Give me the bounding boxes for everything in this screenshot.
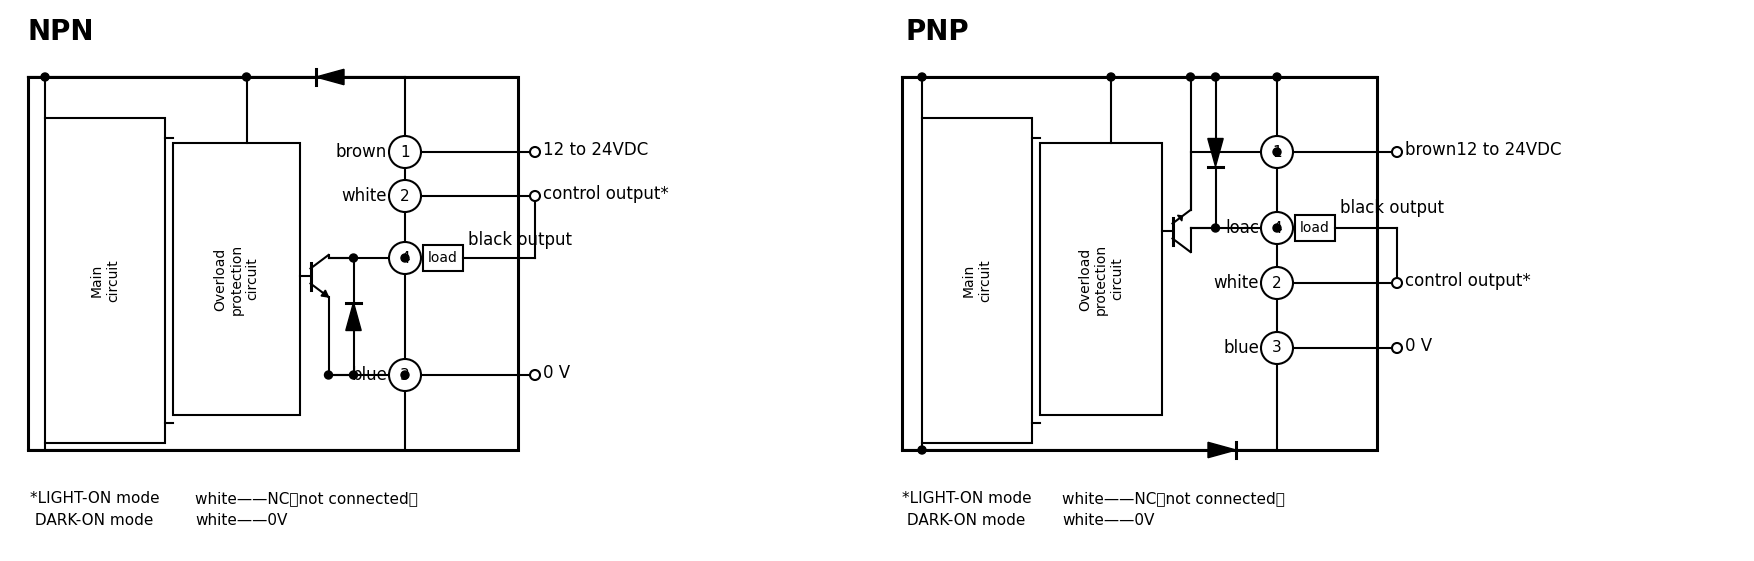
Circle shape xyxy=(917,446,926,454)
Text: 12 to 24VDC: 12 to 24VDC xyxy=(544,141,649,159)
Text: 2: 2 xyxy=(1272,275,1282,291)
Circle shape xyxy=(1212,224,1219,232)
Bar xyxy=(1294,215,1335,241)
Circle shape xyxy=(389,180,421,212)
Circle shape xyxy=(1107,73,1116,81)
Circle shape xyxy=(1261,267,1293,299)
Circle shape xyxy=(1212,73,1219,81)
Bar xyxy=(423,245,463,271)
Text: load: load xyxy=(1300,221,1330,235)
Text: white——0V: white——0V xyxy=(1061,513,1154,528)
Circle shape xyxy=(1273,148,1280,156)
Text: Main
circuit: Main circuit xyxy=(961,259,993,302)
Circle shape xyxy=(1393,147,1401,157)
Circle shape xyxy=(530,370,540,380)
Polygon shape xyxy=(346,302,361,330)
Text: 3: 3 xyxy=(1272,341,1282,356)
Text: brown12 to 24VDC: brown12 to 24VDC xyxy=(1405,141,1561,159)
Circle shape xyxy=(324,371,333,379)
Circle shape xyxy=(389,136,421,168)
Circle shape xyxy=(1261,212,1293,244)
Text: loac: loac xyxy=(1224,219,1259,237)
Polygon shape xyxy=(321,290,328,297)
Circle shape xyxy=(389,242,421,274)
Text: 0 V: 0 V xyxy=(1405,337,1431,355)
Polygon shape xyxy=(1209,442,1237,458)
Text: black output: black output xyxy=(1340,199,1444,217)
Circle shape xyxy=(530,191,540,201)
Bar xyxy=(174,143,300,415)
Circle shape xyxy=(1186,73,1194,81)
Text: white: white xyxy=(342,187,388,205)
Text: brown: brown xyxy=(335,143,388,161)
Text: blue: blue xyxy=(351,366,388,384)
Circle shape xyxy=(1261,136,1293,168)
Text: PNP: PNP xyxy=(905,18,968,46)
Bar xyxy=(28,77,517,450)
Text: black output: black output xyxy=(468,231,572,249)
Circle shape xyxy=(402,371,409,379)
Text: load: load xyxy=(428,251,458,265)
Circle shape xyxy=(40,73,49,81)
Polygon shape xyxy=(1177,215,1182,221)
Text: *LIGHT-ON mode: *LIGHT-ON mode xyxy=(30,491,160,506)
Text: 1: 1 xyxy=(400,145,410,159)
Circle shape xyxy=(242,73,251,81)
Bar xyxy=(46,118,165,443)
Text: NPN: NPN xyxy=(28,18,95,46)
Circle shape xyxy=(530,147,540,157)
Text: white——0V: white——0V xyxy=(195,513,288,528)
Circle shape xyxy=(402,254,409,262)
Circle shape xyxy=(1273,73,1280,81)
Circle shape xyxy=(1393,278,1401,288)
Bar xyxy=(902,77,1377,450)
Bar xyxy=(1040,143,1161,415)
Text: 0 V: 0 V xyxy=(544,364,570,382)
Text: DARK-ON mode: DARK-ON mode xyxy=(902,513,1026,528)
Text: white——NC（not connected）: white——NC（not connected） xyxy=(195,491,417,506)
Text: white——NC（not connected）: white——NC（not connected） xyxy=(1061,491,1286,506)
Text: control output*: control output* xyxy=(1405,272,1531,290)
Text: DARK-ON mode: DARK-ON mode xyxy=(30,513,153,528)
Text: white: white xyxy=(1214,274,1259,292)
Text: Overload
protection
circuit: Overload protection circuit xyxy=(1077,243,1124,315)
Circle shape xyxy=(1273,224,1280,232)
Circle shape xyxy=(389,359,421,391)
Text: 2: 2 xyxy=(400,188,410,204)
Polygon shape xyxy=(1209,139,1223,167)
Circle shape xyxy=(917,73,926,81)
Text: *LIGHT-ON mode: *LIGHT-ON mode xyxy=(902,491,1031,506)
Text: 4: 4 xyxy=(1272,220,1282,236)
Text: Main
circuit: Main circuit xyxy=(89,259,119,302)
Text: 1: 1 xyxy=(1272,145,1282,159)
Circle shape xyxy=(349,254,358,262)
Polygon shape xyxy=(316,70,344,85)
Text: control output*: control output* xyxy=(544,185,668,203)
Text: 3: 3 xyxy=(400,367,410,383)
Bar xyxy=(923,118,1031,443)
Text: Overload
protection
circuit: Overload protection circuit xyxy=(214,243,260,315)
Circle shape xyxy=(1261,332,1293,364)
Text: blue: blue xyxy=(1223,339,1259,357)
Circle shape xyxy=(1393,343,1401,353)
Text: 4: 4 xyxy=(400,251,410,265)
Circle shape xyxy=(349,371,358,379)
